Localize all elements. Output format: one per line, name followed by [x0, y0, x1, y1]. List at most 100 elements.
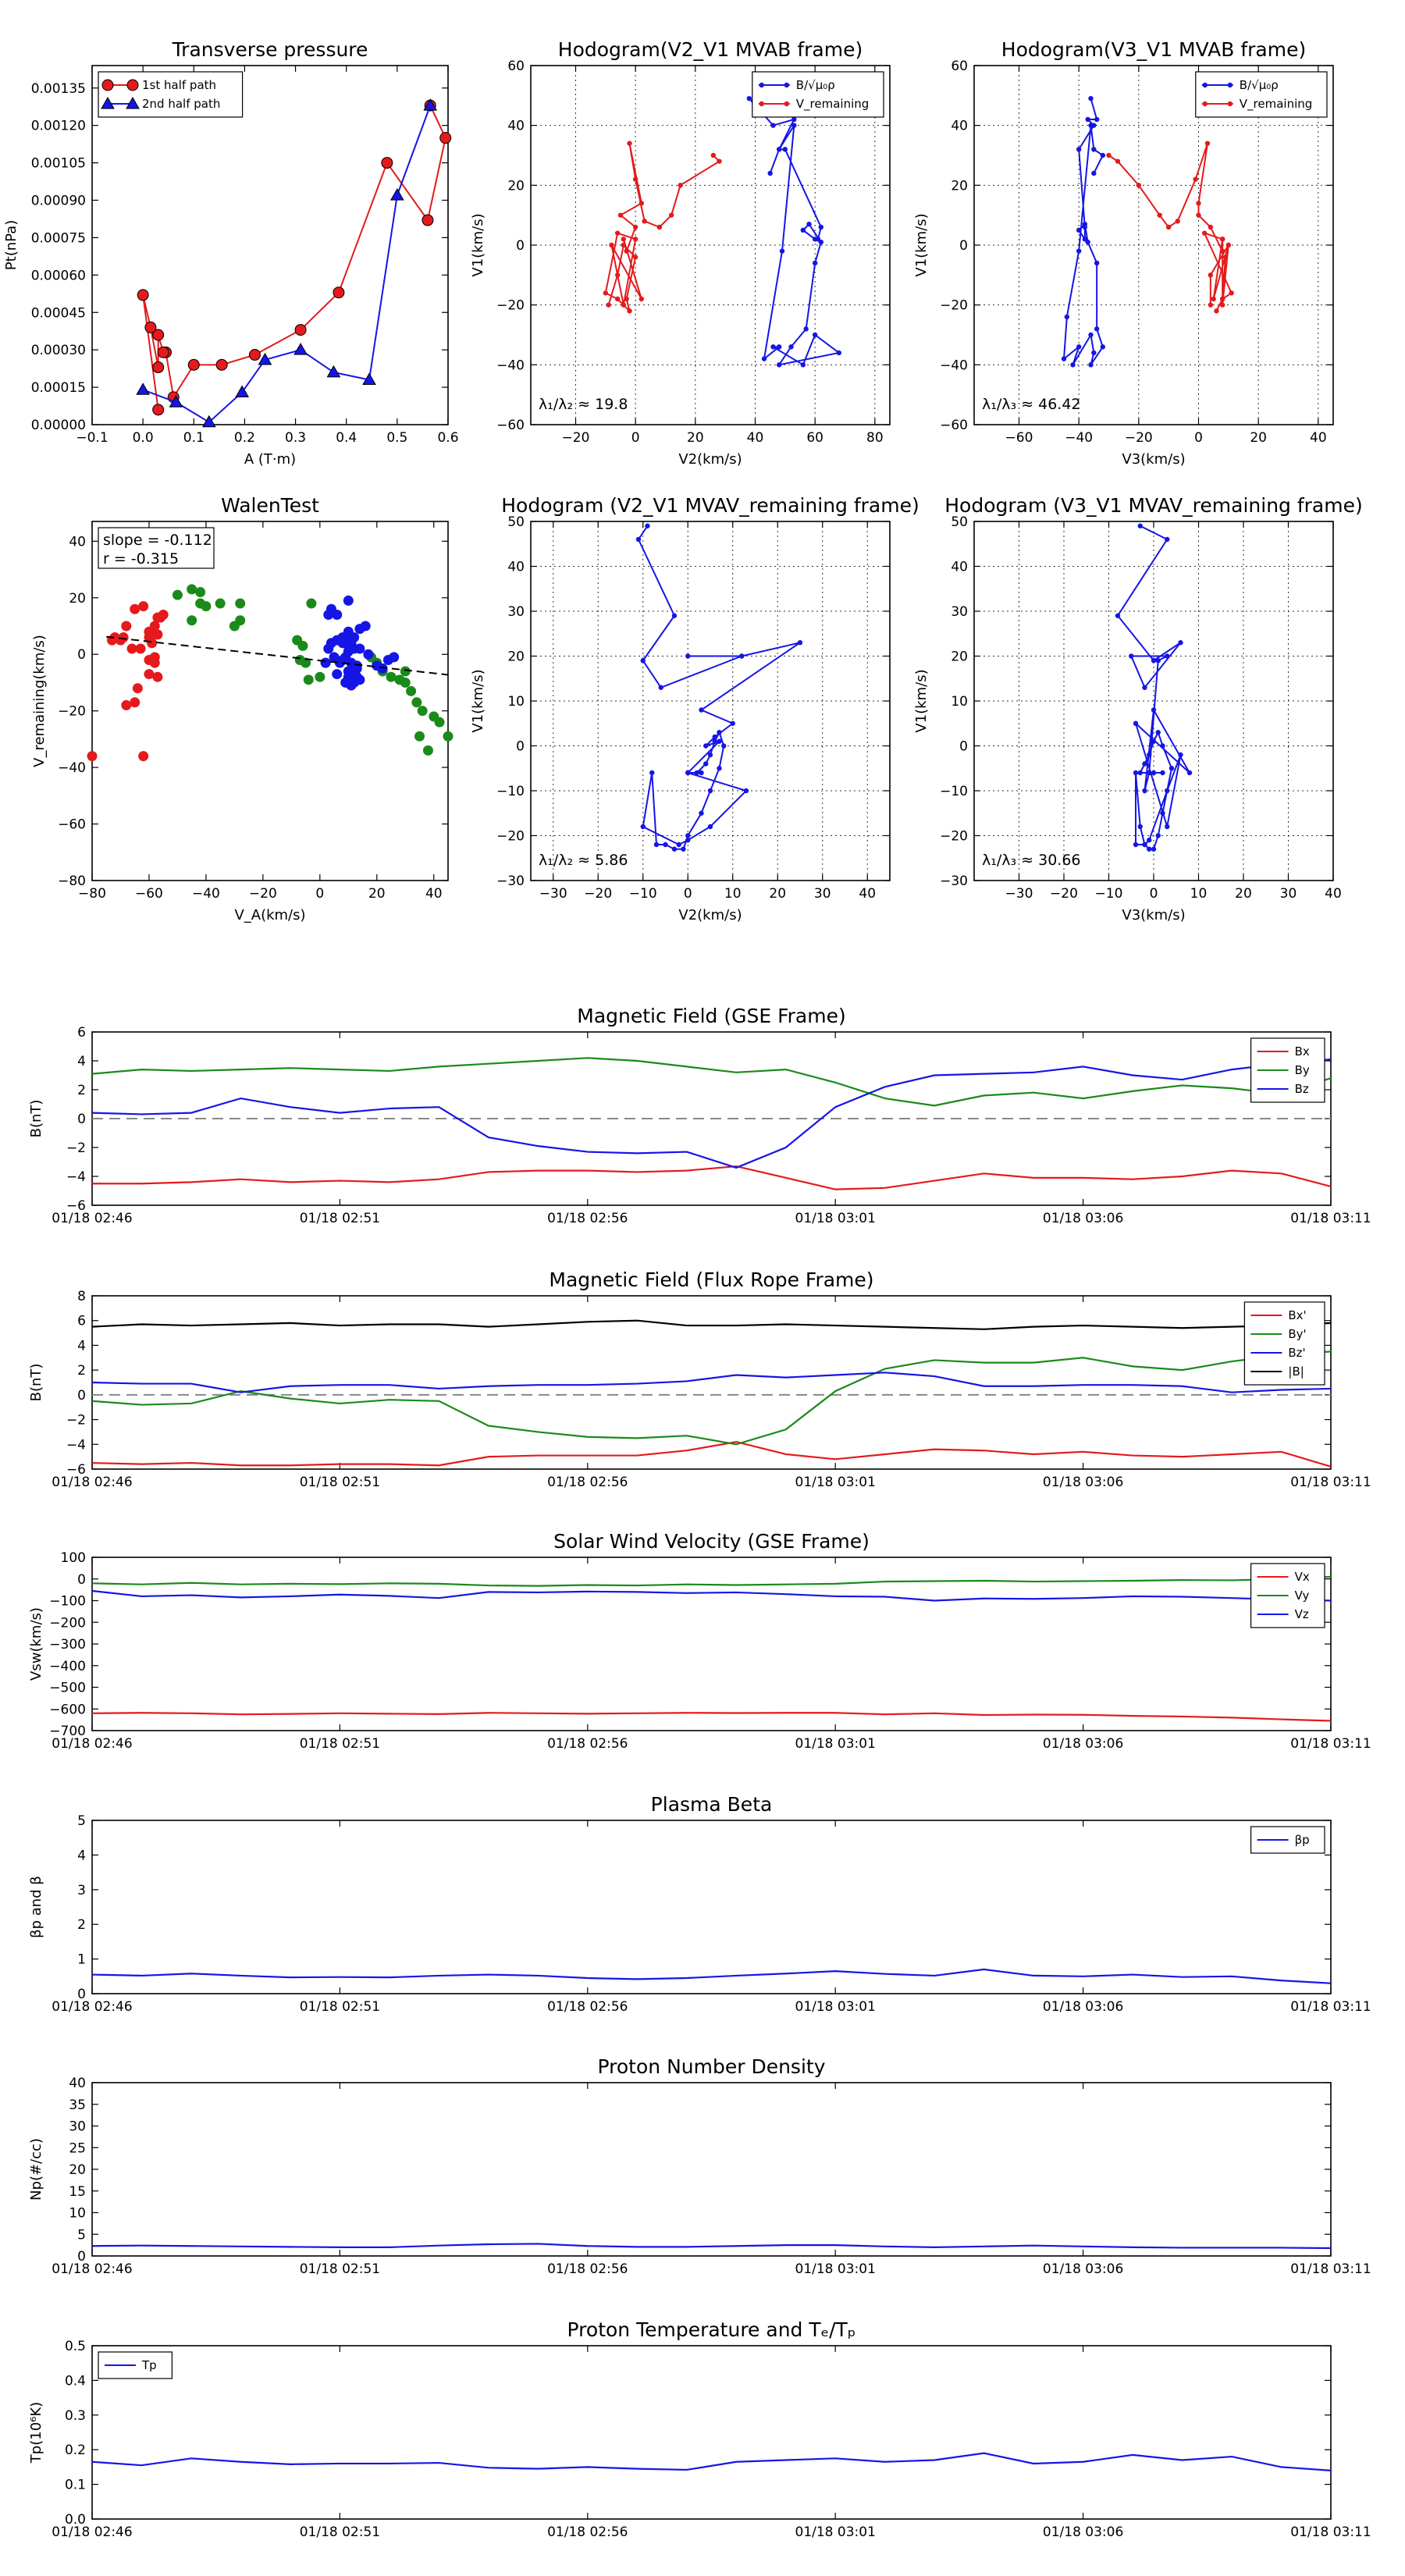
time-tick-label: 01/18 03:01 [795, 1999, 876, 2015]
data-point [293, 343, 308, 355]
y-tick-label: 2 [77, 1083, 86, 1098]
plot-frame [973, 521, 1334, 881]
data-point [332, 669, 343, 680]
x-tick-label: −40 [1065, 430, 1093, 446]
data-point [1100, 152, 1106, 158]
data-point [144, 669, 155, 680]
x-tick-label: 0 [1194, 430, 1203, 446]
data-point [1076, 227, 1082, 233]
data-point [351, 663, 362, 674]
data-point [717, 766, 722, 771]
y-axis-label: Pt(nPa) [3, 220, 20, 270]
y-axis-label: B(nT) [28, 1364, 44, 1402]
data-point [329, 652, 340, 663]
y-axis-label: V1(km/s) [470, 213, 486, 276]
plot-frame [91, 2345, 1332, 2520]
x-tick-label: −20 [249, 886, 277, 902]
plot-frame [530, 65, 891, 425]
data-point [717, 730, 722, 735]
data-point [343, 626, 354, 637]
y-tick-label: 40 [69, 534, 86, 550]
data-point [717, 738, 722, 744]
data-point [797, 640, 803, 646]
data-point [609, 242, 614, 248]
data-point [767, 170, 773, 176]
data-point [126, 79, 139, 91]
data-point [1204, 141, 1211, 146]
y-tick-label: −6 [66, 1462, 86, 1478]
data-point [343, 640, 354, 651]
x-tick-label: −20 [1125, 430, 1153, 446]
data-point [294, 324, 307, 336]
chart-h2: −60 −40 −20 0 20 40 −60 −40 −20 0 20 40 60 Hodogram(V… [913, 38, 1334, 468]
legend-label: Vx [1295, 1570, 1310, 1584]
series-line [91, 1372, 1332, 1393]
data-point [761, 356, 767, 361]
y-tick-label: 0.1 [65, 2478, 86, 2493]
time-tick-label: 01/18 02:46 [52, 1736, 132, 1752]
data-point [1147, 752, 1152, 758]
y-tick-label: 0.00015 [31, 380, 86, 396]
x-tick-label: 20 [1235, 886, 1252, 902]
x-tick-label: 40 [1325, 886, 1342, 902]
data-point [800, 227, 806, 233]
data-point [187, 615, 197, 626]
y-tick-label: −20 [940, 298, 968, 314]
y-tick-label: 10 [951, 694, 968, 710]
data-point [1076, 344, 1082, 350]
legend-label: Bz [1295, 1082, 1309, 1096]
data-point [668, 212, 674, 218]
data-point [656, 224, 663, 230]
plot-frame [91, 65, 449, 425]
data-point [195, 598, 206, 609]
time-tick-label: 01/18 03:11 [1290, 1736, 1371, 1752]
data-point [144, 654, 155, 665]
data-point [158, 610, 169, 621]
data-point [363, 649, 374, 660]
legend-box [1195, 71, 1328, 118]
y-tick-label: −300 [49, 1637, 86, 1653]
x-tick-label: 80 [866, 430, 884, 446]
time-tick-label: 01/18 03:01 [795, 2524, 876, 2540]
series-line [749, 98, 841, 366]
y-tick-label: 0.00030 [31, 343, 86, 358]
data-point [791, 116, 797, 123]
time-tick-label: 01/18 03:11 [1290, 1475, 1371, 1490]
data-point [132, 683, 143, 694]
y-tick-label: 50 [507, 514, 525, 530]
data-point [343, 595, 354, 606]
series-line [91, 2243, 1332, 2250]
data-point [658, 685, 663, 690]
y-tick-label: −4 [66, 1169, 86, 1185]
data-point [1082, 221, 1088, 227]
series-line [1062, 98, 1104, 365]
y-tick-label: 5 [77, 1813, 86, 1829]
data-point [776, 147, 782, 152]
data-point [215, 358, 228, 371]
series-line [604, 143, 721, 314]
data-point [1115, 613, 1121, 618]
data-point [784, 82, 789, 88]
data-point [1091, 170, 1097, 176]
data-point [806, 221, 812, 227]
x-tick-label: −20 [584, 886, 612, 902]
data-point [138, 601, 149, 612]
x-tick-label: 30 [814, 886, 831, 902]
data-point [1133, 770, 1139, 776]
data-point [627, 308, 632, 314]
y-tick-label: 0.0 [65, 2512, 86, 2528]
x-tick-label: 20 [769, 886, 786, 902]
data-point [743, 788, 749, 794]
y-tick-label: 20 [951, 178, 968, 194]
data-point [663, 841, 668, 848]
data-point [640, 658, 646, 664]
data-point [606, 302, 611, 308]
data-point [624, 296, 629, 302]
plot-frame [91, 521, 449, 881]
data-point [169, 395, 183, 407]
data-point [803, 326, 809, 332]
x-tick-label: 10 [724, 886, 742, 902]
data-point [1076, 248, 1082, 254]
x-tick-label: 40 [425, 886, 443, 902]
